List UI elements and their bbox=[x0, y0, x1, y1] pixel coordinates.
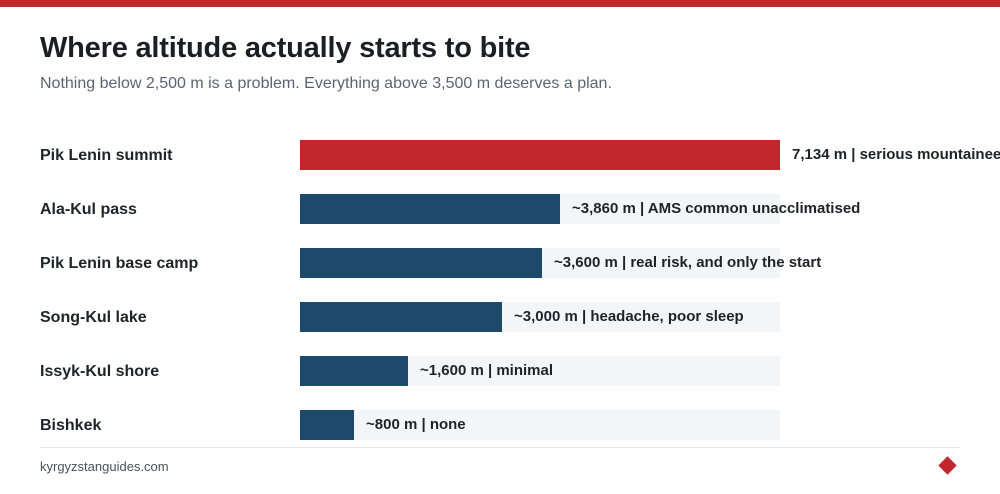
bar bbox=[300, 140, 780, 170]
bar bbox=[300, 356, 408, 386]
value-label: 7,134 m | serious mountaineering bbox=[792, 146, 1000, 163]
footer-source: kyrgyzstanguides.com bbox=[40, 459, 169, 474]
chart-title: Where altitude actually starts to bite bbox=[40, 32, 531, 64]
chart-subtitle: Nothing below 2,500 m is a problem. Ever… bbox=[40, 75, 612, 92]
category-label: Pik Lenin summit bbox=[40, 147, 173, 164]
category-label: Song-Kul lake bbox=[40, 309, 147, 326]
value-label: ~3,000 m | headache, poor sleep bbox=[514, 308, 744, 325]
bar bbox=[300, 410, 354, 440]
footer-divider bbox=[40, 447, 960, 448]
value-label: ~1,600 m | minimal bbox=[420, 362, 554, 379]
bar-track bbox=[300, 410, 780, 440]
category-label: Issyk-Kul shore bbox=[40, 363, 160, 380]
top-accent-bar bbox=[0, 0, 1000, 7]
value-label: ~3,860 m | AMS common unacclimatised bbox=[572, 200, 861, 217]
bar bbox=[300, 194, 560, 224]
category-label: Bishkek bbox=[40, 417, 102, 434]
value-label: ~800 m | none bbox=[366, 416, 466, 433]
category-label: Pik Lenin base camp bbox=[40, 255, 199, 272]
bar bbox=[300, 302, 502, 332]
bar bbox=[300, 248, 542, 278]
category-label: Ala-Kul pass bbox=[40, 201, 137, 218]
value-label: ~3,600 m | real risk, and only the start bbox=[554, 254, 822, 271]
